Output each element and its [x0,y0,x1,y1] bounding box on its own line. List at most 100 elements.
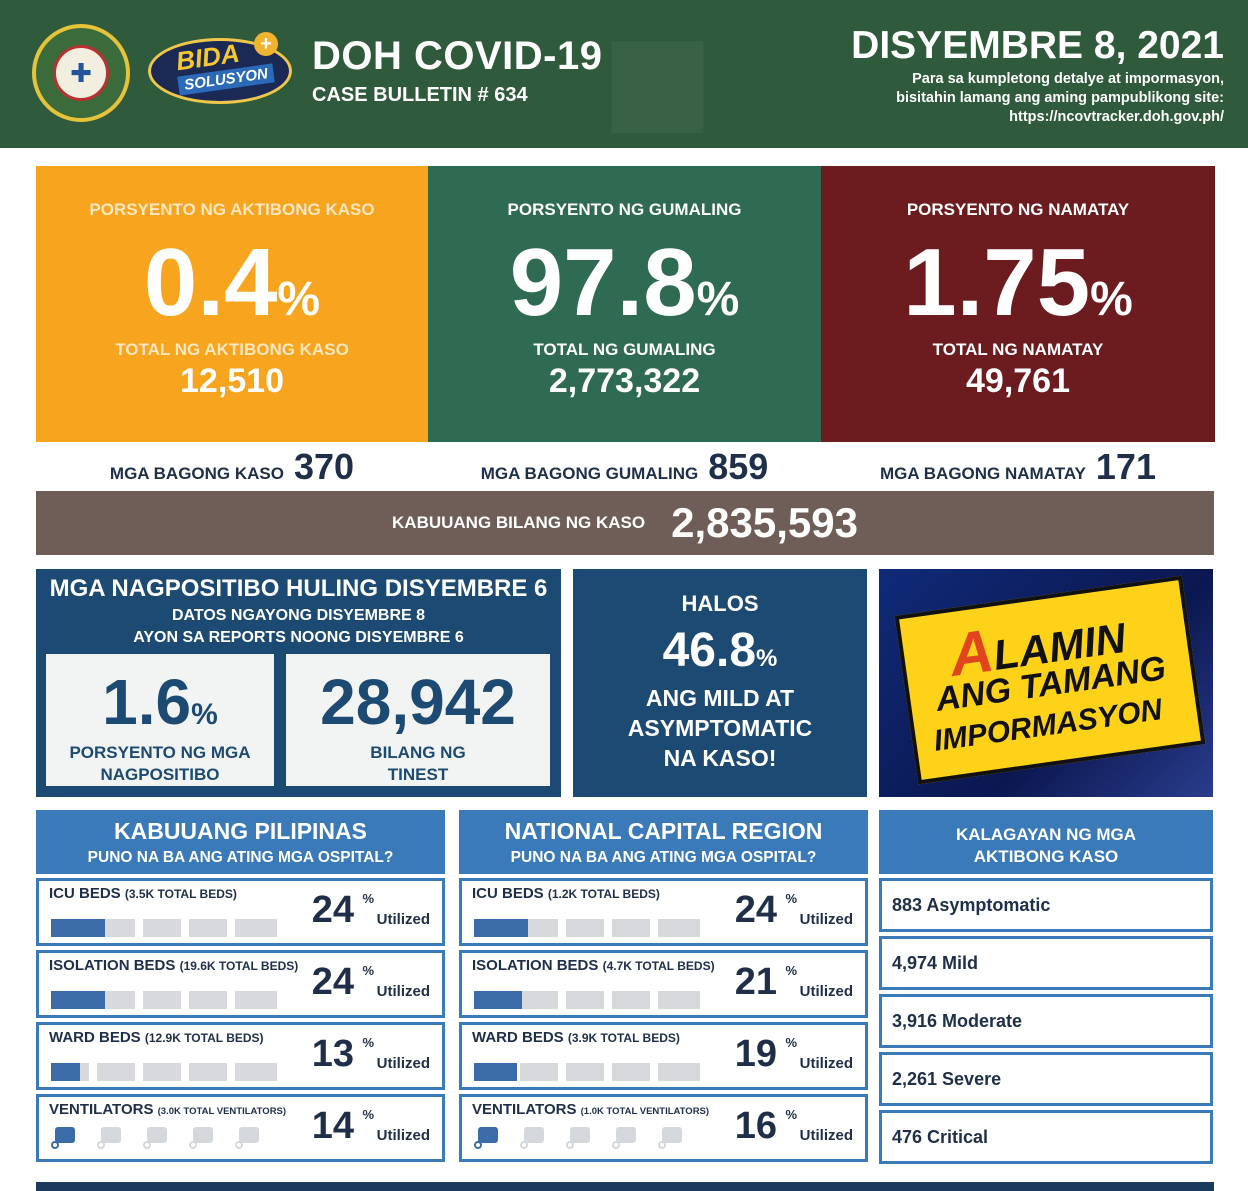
new-cases-label: MGA BAGONG KASO [109,464,284,483]
active-percent-label: PORSYENTO NG AKTIBONG KASO [89,200,375,219]
mild-asymptomatic-text: ANG MILD AT ASYMPTOMATIC NA KASO! [627,685,813,771]
ncr-ward-label: WARD BEDS (3.9K TOTAL BEDS) [472,1029,680,1046]
active-status-header: KALAGAYAN NG MGA AKTIBONG KASO [879,810,1213,874]
doh-seal-logo: ✚ [32,24,130,122]
bida-solusyon-logo: BIDA SOLUSYON + [148,30,296,112]
ph-ward-label: WARD BEDS (12.9K TOTAL BEDS) [49,1029,264,1046]
ncr-isolation-label: ISOLATION BEDS (4.7K TOTAL BEDS) [472,957,715,974]
ncr-header: NATIONAL CAPITAL REGION PUNO NA BA ANG A… [459,810,868,874]
halos-label: HALOS [681,591,759,616]
active-total-label: TOTAL NG AKTIBONG KASO [115,340,349,359]
total-cases-label: KABUUANG BILANG NG KASO [392,513,646,532]
ventilator-icon [474,1127,500,1151]
philippines-header: KABUUANG PILIPINAS PUNO NA BA ANG ATING … [36,810,445,874]
ph-isolation-bar-fill [51,991,106,1009]
ncr-isolation-utilized: Utilized [799,983,853,1000]
positivity-sub2: AYON SA REPORTS NOONG DISYEMBRE 6 [133,629,464,646]
ph-icu-utilized: Utilized [376,911,430,928]
ncr-ward-row: WARD BEDS (3.9K TOTAL BEDS) 19 % Utilize… [459,1022,868,1090]
active-status-title: KALAGAYAN NG MGA AKTIBONG KASO [955,825,1137,866]
active-status-panel: KALAGAYAN NG MGA AKTIBONG KASO 883 Asymp… [879,810,1213,1164]
deaths-total-label: TOTAL NG NAMATAY [932,340,1104,359]
positivity-title: MGA NAGPOSITIBO HULING DISYEMBRE 6 [49,575,548,602]
header-note-line1: Para sa kumpletong detalye at impormasyo… [912,71,1224,87]
ventilator-icon [612,1127,638,1151]
doh-seal-center: ✚ [53,45,109,101]
total-cases-bar: KABUUANG BILANG NG KASO 2,835,593 [36,491,1214,555]
new-recovered-label: MGA BAGONG GUMALING [480,464,699,483]
status-asymptomatic: 883 Asymptomatic [879,878,1213,932]
ncr-icu-utilized: Utilized [799,911,853,928]
ph-ward-utilized: Utilized [376,1055,430,1072]
ncr-ventilators-percent-sign: % [785,1107,797,1122]
ncr-isolation-percent: 21 [734,961,777,1003]
status-severe: 2,261 Severe [879,1052,1213,1106]
status-critical: 476 Critical [879,1110,1213,1164]
ncr-ward-bar [474,1063,700,1081]
ncr-icu-percent: 24 [734,889,777,931]
ncr-ward-utilized: Utilized [799,1055,853,1072]
ncr-title: NATIONAL CAPITAL REGION [504,818,823,844]
ph-icu-bar-fill [51,919,106,937]
header-note: Para sa kumpletong detalye at impormasyo… [896,70,1224,127]
ncr-isolation-bar [474,991,700,1009]
recovered-percent-label: PORSYENTO NG GUMALING [507,200,742,219]
ph-isolation-utilized: Utilized [376,983,430,1000]
positivity-rate-value: 1.6% [102,666,218,738]
alamin-banner: ALAMIN ANG TAMANG IMPORMASYON [879,569,1213,797]
recovered-panel: PORSYENTO NG GUMALING 97.8% TOTAL NG GUM… [428,166,821,442]
positivity-rate-box: 1.6% PORSYENTO NG MGA NAGPOSITIBO [46,654,274,786]
positivity-sub1: DATOS NGAYONG DISYEMBRE 8 [171,607,426,624]
ph-ventilators-utilized: Utilized [376,1127,430,1144]
ph-isolation-percent-sign: % [362,963,374,978]
positivity-panel: MGA NAGPOSITIBO HULING DISYEMBRE 6 DATOS… [36,569,561,797]
active-total-value: 12,510 [180,362,284,400]
tested-box: 28,942 BILANG NG TINEST [286,654,550,786]
ph-ward-percent-sign: % [362,1035,374,1050]
recovered-percent-value: 97.8% [509,229,740,336]
deaths-panel: PORSYENTO NG NAMATAY 1.75% TOTAL NG NAMA… [821,166,1215,442]
ncr-ward-percent-sign: % [785,1035,797,1050]
ph-ward-bar [51,1063,277,1081]
status-moderate: 3,916 Moderate [879,994,1213,1048]
ventilator-icon [520,1127,546,1151]
ncr-hospital-panel: NATIONAL CAPITAL REGION PUNO NA BA ANG A… [459,810,868,1162]
ncr-ventilators-label: VENTILATORS (1.0K TOTAL VENTILATORS) [472,1101,710,1118]
philippines-subtitle: PUNO NA BA ANG ATING MGA OSPITAL? [87,849,394,866]
tested-value: 28,942 [320,666,516,738]
ncr-ventilators-row: VENTILATORS (1.0K TOTAL VENTILATORS) 16 … [459,1094,868,1162]
new-recovered: MGA BAGONG GUMALING 859 [428,444,821,488]
header-note-url[interactable]: https://ncovtracker.doh.gov.ph/ [1009,109,1224,125]
ventilator-icon [658,1127,684,1151]
bulletin-date: DISYEMBRE 8, 2021 [851,24,1224,67]
plus-icon: + [254,32,278,56]
active-cases-panel: PORSYENTO NG AKTIBONG KASO 0.4% TOTAL NG… [36,166,428,442]
ncr-icu-bar [474,919,700,937]
new-recovered-value: 859 [708,446,769,487]
ncr-ventilators-utilized: Utilized [799,1127,853,1144]
ventilator-icon [235,1127,261,1151]
ncr-isolation-row: ISOLATION BEDS (4.7K TOTAL BEDS) 21 % Ut… [459,950,868,1018]
ncr-isolation-bar-fill [474,991,522,1009]
recovered-total-value: 2,773,322 [548,362,701,400]
mild-asymptomatic-panel: HALOS 46.8% ANG MILD AT ASYMPTOMATIC NA … [573,569,867,797]
recovered-total-label: TOTAL NG GUMALING [533,340,716,359]
deaths-percent-label: PORSYENTO NG NAMATAY [906,200,1130,219]
ph-icu-row: ICU BEDS (3.5K TOTAL BEDS) 24 % Utilized [36,878,445,946]
new-deaths-label: MGA BAGONG NAMATAY [880,464,1086,483]
deaths-total-value: 49,761 [966,362,1070,400]
tested-label: BILANG NG TINEST [370,743,466,784]
ncr-ward-bar-fill [474,1063,517,1081]
ph-icu-bar [51,919,277,937]
ph-ward-bar-fill [51,1063,81,1081]
philippines-title: KABUUANG PILIPINAS [113,818,367,844]
ph-isolation-bar [51,991,277,1009]
ph-isolation-label: ISOLATION BEDS (19.6K TOTAL BEDS) [49,957,299,974]
ncr-isolation-percent-sign: % [785,963,797,978]
bulletin-title: DOH COVID-19 [312,34,603,78]
active-percent-value: 0.4% [143,229,321,336]
ph-isolation-row: ISOLATION BEDS (19.6K TOTAL BEDS) 24 % U… [36,950,445,1018]
positivity-rate-label: PORSYENTO NG MGA NAGPOSITIBO [69,743,251,784]
new-cases: MGA BAGONG KASO 370 [36,444,428,488]
ph-icu-percent: 24 [311,889,354,931]
